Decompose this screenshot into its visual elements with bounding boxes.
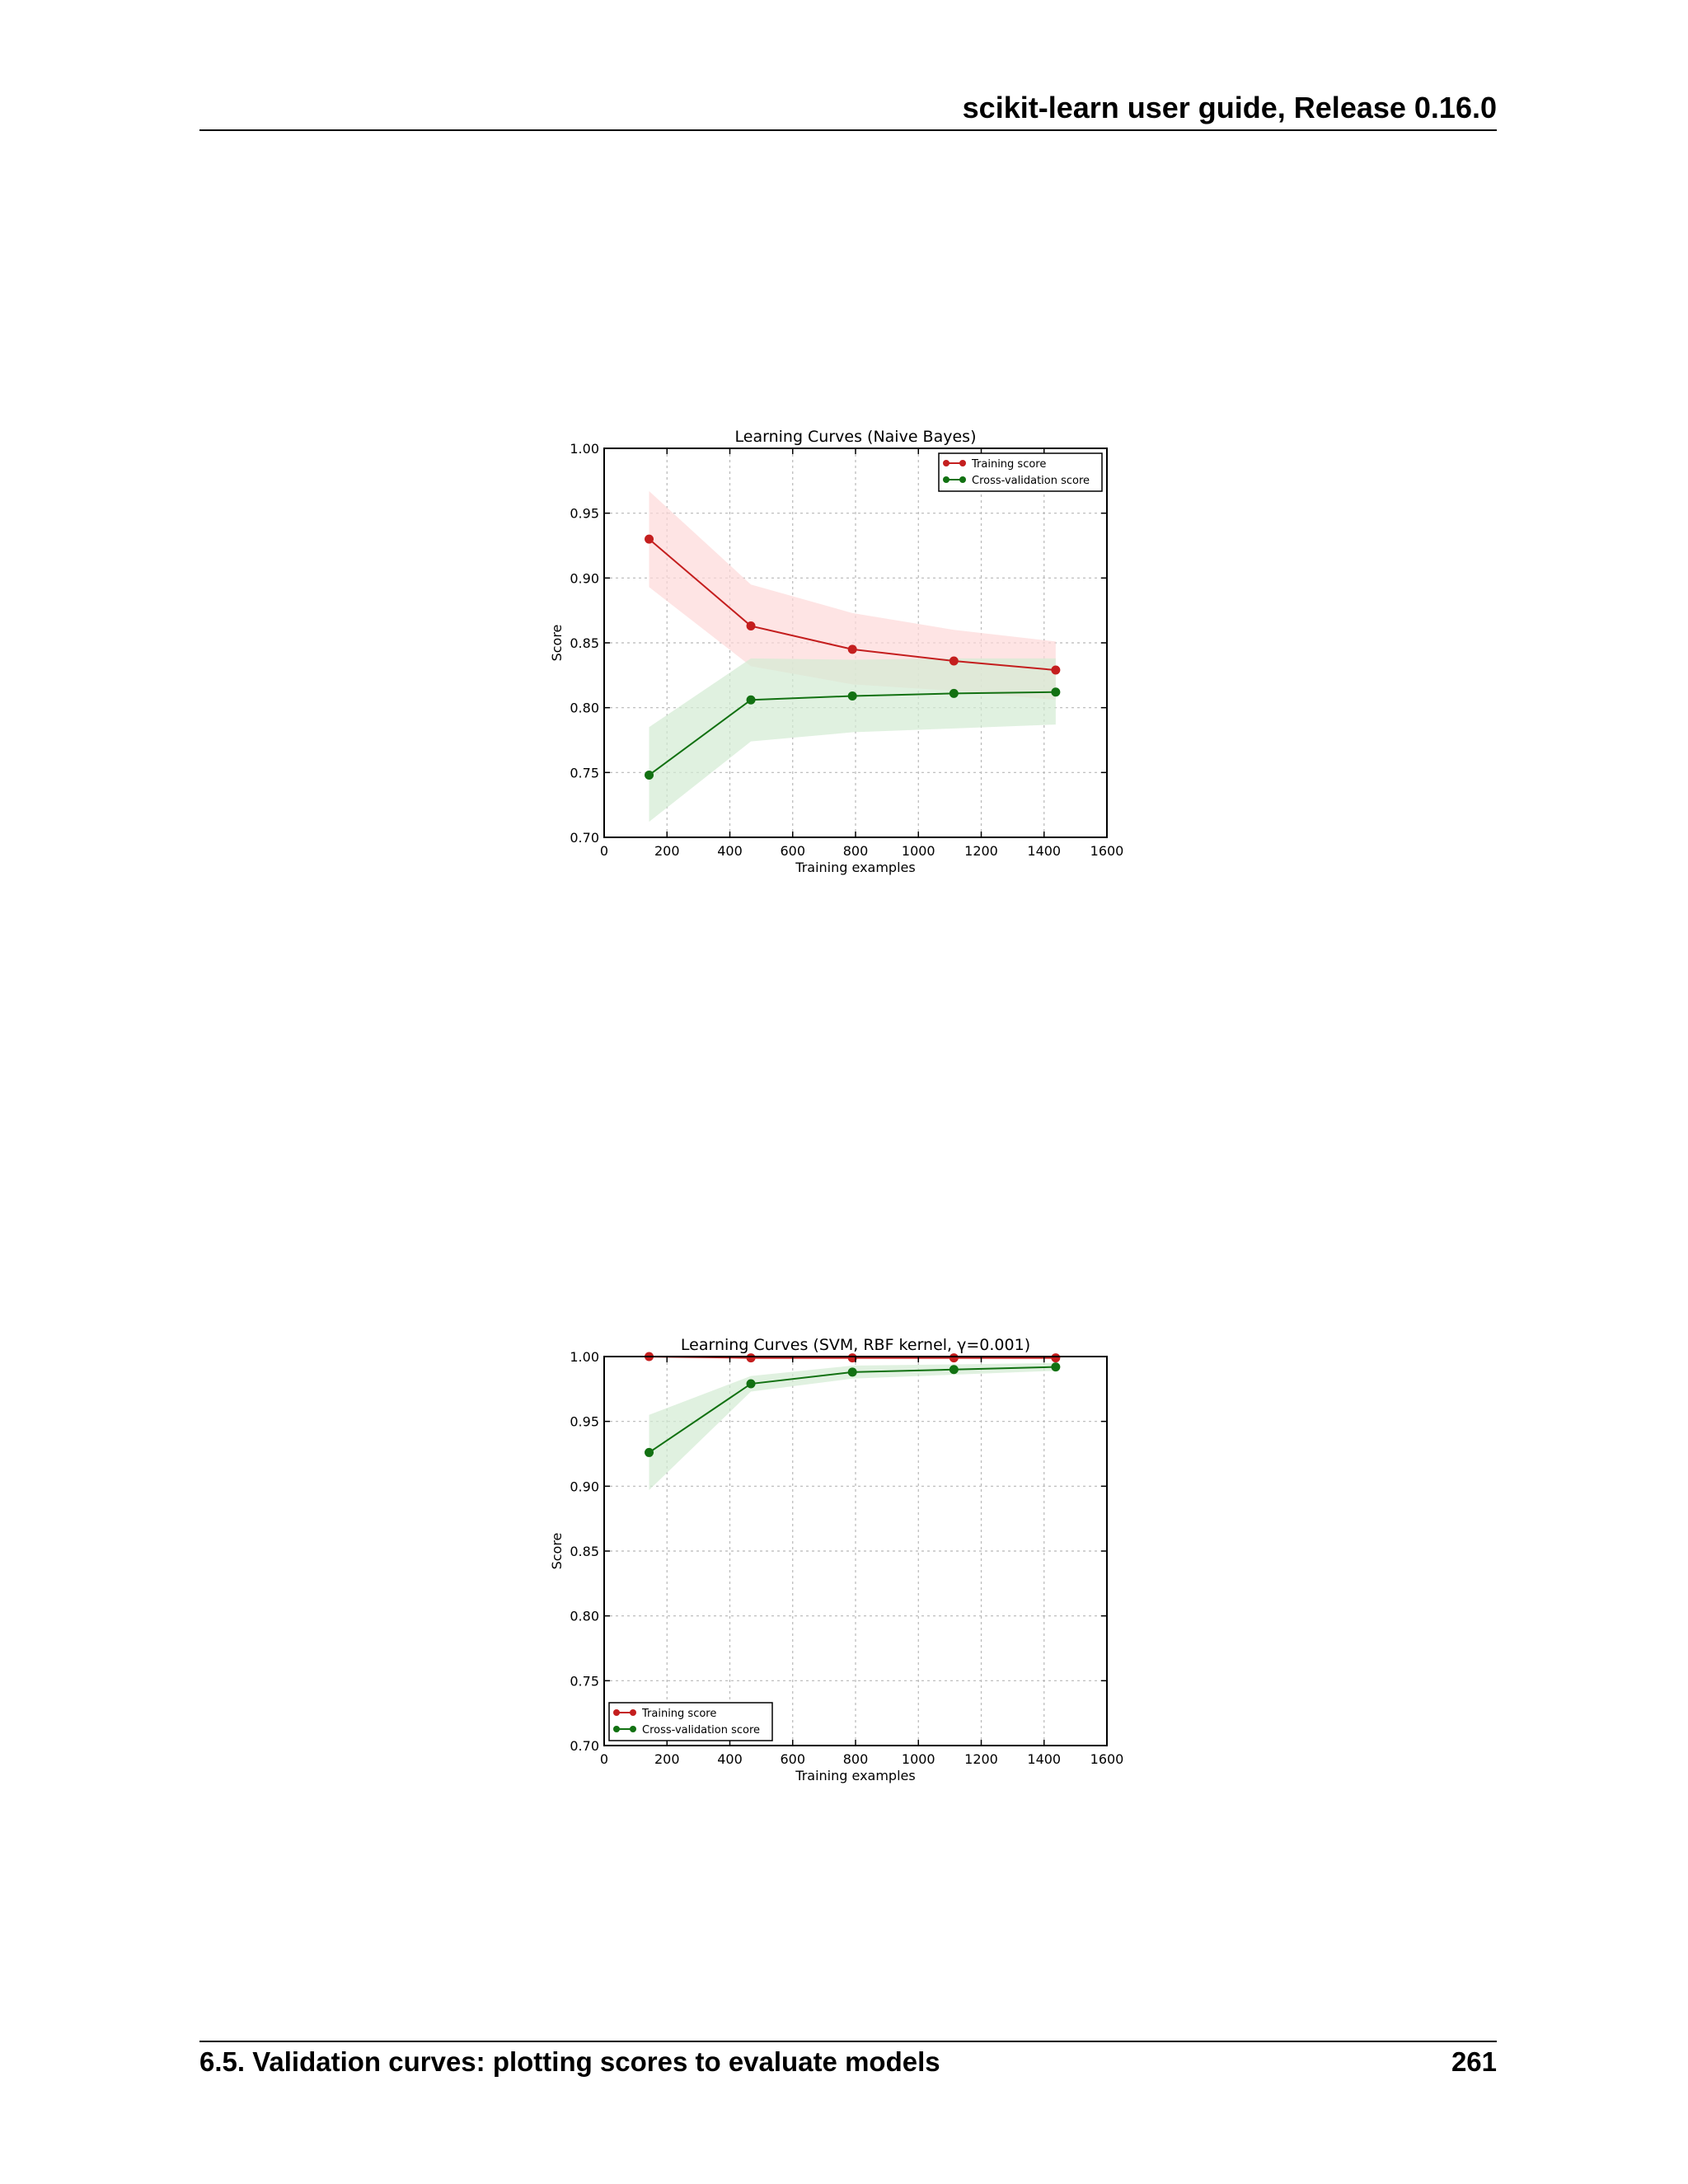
y-tick-label: 0.75 xyxy=(570,765,599,780)
data-point-training xyxy=(847,644,857,654)
data-point-training xyxy=(746,621,756,631)
y-tick-label: 0.85 xyxy=(570,635,599,651)
footer-rule xyxy=(199,2041,1497,2042)
legend-swatch-point xyxy=(943,460,950,466)
y-axis-label: Score xyxy=(549,1533,565,1570)
x-tick-label: 1000 xyxy=(902,1751,935,1767)
y-tick-label: 0.80 xyxy=(570,701,599,716)
legend-swatch-point xyxy=(613,1726,620,1732)
data-point-cv xyxy=(949,1365,959,1375)
x-tick-label: 1200 xyxy=(964,1751,998,1767)
running-header: scikit-learn user guide, Release 0.16.0 xyxy=(962,91,1497,124)
data-point-cv xyxy=(1051,687,1061,697)
x-tick-label: 1000 xyxy=(902,843,935,859)
legend-entry: Cross-validation score xyxy=(972,475,1090,487)
legend-swatch-point xyxy=(630,1709,636,1716)
std-band-training xyxy=(649,490,1056,701)
chart-title: Learning Curves (SVM, RBF kernel, γ=0.00… xyxy=(681,1336,1030,1354)
x-tick-label: 1400 xyxy=(1027,843,1061,859)
y-tick-label: 0.95 xyxy=(570,1414,599,1430)
x-tick-label: 0 xyxy=(600,1751,608,1767)
y-tick-label: 0.85 xyxy=(570,1544,599,1559)
data-point-cv xyxy=(746,1379,756,1389)
data-point-cv xyxy=(645,770,654,780)
legend-box xyxy=(608,1702,773,1741)
x-tick-label: 1600 xyxy=(1090,1751,1124,1767)
learning-curve-chart-svm: 0 200 400 600 800 1000 1200 1400 1600 0.70 0.75 0.8… xyxy=(549,1336,1124,1783)
data-point-cv xyxy=(949,688,959,698)
y-tick-label: 0.80 xyxy=(570,1609,599,1624)
std-band-cv xyxy=(649,1362,1056,1491)
data-point-training xyxy=(1051,1353,1061,1363)
x-axis-label: Training examples xyxy=(795,1768,915,1783)
legend-entry: Cross-validation score xyxy=(642,1724,760,1736)
y-tick-label: 0.90 xyxy=(570,570,599,586)
data-point-training xyxy=(1051,665,1061,675)
legend-swatch-point xyxy=(630,1726,636,1732)
data-point-training xyxy=(645,534,654,544)
y-axis-label: Score xyxy=(549,625,565,662)
data-point-training xyxy=(949,1353,959,1363)
x-tick-label: 200 xyxy=(654,843,680,859)
footer-section-title: 6.5. Validation curves: plotting scores … xyxy=(199,2046,940,2077)
learning-curve-chart-naive-bayes: 0 200 400 600 800 1000 1200 1400 1600 0.70 0.75 0.8… xyxy=(549,428,1124,875)
x-tick-label: 1600 xyxy=(1090,843,1124,859)
y-tick-label: 0.95 xyxy=(570,506,599,522)
chart-title: Learning Curves (Naive Bayes) xyxy=(735,428,977,446)
y-tick-label: 0.90 xyxy=(570,1479,599,1494)
x-tick-label: 1400 xyxy=(1027,1751,1061,1767)
y-tick-label: 0.70 xyxy=(570,1738,599,1754)
x-tick-label: 800 xyxy=(843,843,869,859)
x-tick-label: 400 xyxy=(717,843,743,859)
legend-entry: Training score xyxy=(641,1708,716,1720)
x-tick-label: 1200 xyxy=(964,843,998,859)
x-tick-label: 200 xyxy=(654,1751,680,1767)
data-point-cv xyxy=(746,695,756,705)
legend-swatch-point xyxy=(943,476,950,483)
legend-box xyxy=(938,452,1103,492)
x-tick-label: 0 xyxy=(600,843,608,859)
data-point-training xyxy=(949,656,959,666)
x-tick-label: 400 xyxy=(717,1751,743,1767)
data-point-cv xyxy=(847,1367,857,1377)
x-tick-label: 800 xyxy=(843,1751,869,1767)
data-point-cv xyxy=(645,1447,654,1457)
footer-page-number: 261 xyxy=(1451,2046,1497,2077)
legend-swatch-point xyxy=(959,476,966,483)
data-point-cv xyxy=(1051,1362,1061,1372)
data-point-training xyxy=(746,1353,756,1363)
header-rule xyxy=(199,129,1497,131)
x-axis-label: Training examples xyxy=(795,860,915,875)
y-tick-label: 0.75 xyxy=(570,1673,599,1689)
y-tick-label: 0.70 xyxy=(570,830,599,846)
x-tick-label: 600 xyxy=(780,843,805,859)
y-tick-label: 1.00 xyxy=(570,441,599,457)
y-tick-label: 1.00 xyxy=(570,1349,599,1365)
legend-swatch-point xyxy=(959,460,966,466)
legend-swatch-point xyxy=(613,1709,620,1716)
legend-entry: Training score xyxy=(971,458,1046,471)
x-tick-label: 600 xyxy=(780,1751,805,1767)
data-point-cv xyxy=(847,691,857,701)
